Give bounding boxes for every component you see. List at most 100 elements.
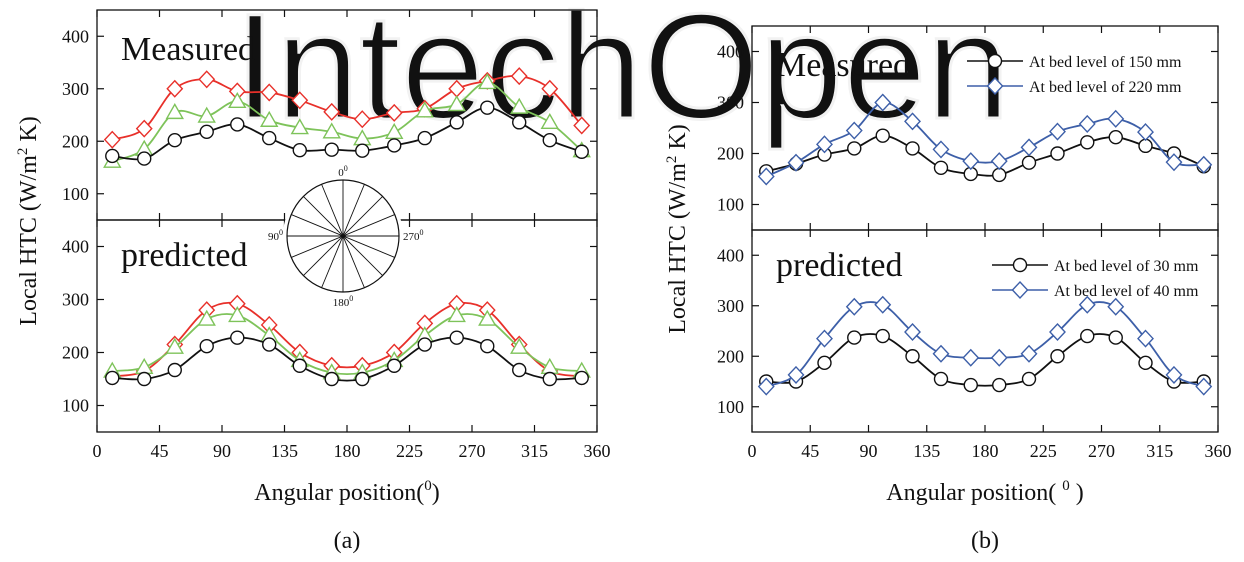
data-point	[932, 140, 950, 159]
data-point	[447, 95, 466, 112]
data-point	[199, 338, 214, 354]
dial-label-value: 180	[333, 297, 350, 309]
y-tick-label: 300	[717, 296, 744, 316]
legend-marker	[986, 76, 1004, 96]
data-point	[260, 83, 278, 102]
dial-label-value: 0	[338, 167, 344, 179]
series-line-0	[111, 74, 583, 141]
data-point	[992, 377, 1007, 393]
dial-label: 00	[338, 164, 348, 179]
data-point	[933, 160, 949, 175]
data-point	[1050, 146, 1065, 161]
data-point	[512, 362, 527, 378]
data-point	[874, 295, 892, 314]
data-point	[353, 110, 371, 129]
data-point	[137, 151, 152, 166]
data-point	[540, 357, 559, 375]
data-point	[962, 152, 980, 171]
data-point	[1080, 135, 1095, 150]
dial-label-degree: 0	[344, 164, 348, 173]
data-point	[292, 358, 307, 373]
y-tick-label: 400	[717, 42, 744, 62]
data-point	[417, 130, 432, 146]
data-point	[574, 144, 589, 159]
data-point	[1138, 138, 1153, 154]
y-tick-label: 200	[62, 131, 89, 151]
y-axis-label-text: Local HTC (W/m	[16, 155, 42, 326]
data-point	[757, 167, 775, 186]
x-axis-label-close: )	[432, 480, 440, 506]
data-point	[1165, 153, 1183, 172]
data-point	[165, 102, 184, 120]
data-point	[1049, 122, 1066, 141]
data-point	[260, 110, 279, 127]
data-point	[992, 167, 1007, 183]
data-point	[480, 338, 495, 354]
data-point	[323, 102, 341, 121]
data-point	[198, 70, 216, 89]
dial-label: 900	[268, 228, 283, 243]
y-tick-label: 100	[717, 195, 744, 215]
data-point	[105, 370, 120, 386]
data-point	[135, 119, 153, 138]
data-point	[449, 115, 464, 130]
y-axis-label-rest: K)	[16, 116, 42, 147]
y-tick-label: 400	[717, 245, 744, 265]
panel-caption: (b)	[971, 528, 999, 554]
data-point	[1021, 371, 1037, 387]
x-axis-label-text: Angular position(	[254, 480, 424, 506]
data-point	[385, 103, 403, 122]
x-tick-label: 360	[584, 441, 611, 461]
legend-marker	[1012, 257, 1028, 273]
data-point	[290, 118, 309, 135]
data-point	[540, 112, 559, 130]
data-point	[1021, 155, 1037, 170]
data-point	[1108, 330, 1123, 345]
data-point	[228, 305, 247, 323]
series-line-1	[765, 301, 1205, 388]
y-tick-label: 200	[717, 144, 744, 164]
data-point	[816, 329, 833, 348]
x-tick-label: 225	[1030, 441, 1057, 461]
x-tick-label: 360	[1205, 441, 1232, 461]
series-line-0	[112, 301, 582, 378]
y-tick-label: 400	[62, 26, 89, 46]
data-point	[817, 355, 832, 371]
data-point	[355, 143, 370, 158]
legend-label: At bed level of 220 mm	[1029, 79, 1182, 96]
chart-panel-b-top: 100 200 300 400 Measured At bed level of 150 …	[717, 25, 1219, 231]
y-tick-label: 100	[62, 396, 89, 416]
y-tick-label: 300	[62, 290, 89, 310]
data-point	[874, 93, 892, 112]
data-point	[135, 357, 154, 375]
data-point	[447, 305, 466, 323]
chart-panel-a-bottom: 100 200 300 400 0 45 90 135 180 225 270 315 360 predi…	[62, 219, 611, 461]
x-axis-label-degree: 0	[424, 478, 432, 494]
x-axis-label-close: )	[1070, 480, 1084, 506]
data-point	[542, 132, 557, 148]
data-point	[262, 130, 277, 146]
x-tick-label: 0	[93, 441, 102, 461]
panel-label: predicted	[121, 237, 248, 274]
data-point	[904, 322, 921, 342]
side-labels-a-top: Angular position(0)Local HTC (W/m2 K)(a)	[15, 116, 440, 554]
data-point	[904, 112, 921, 131]
chart-panel-a-top: 100 200 300 400 Measured	[62, 9, 598, 221]
data-point	[137, 371, 152, 387]
legend-label: At bed level of 150 mm	[1029, 54, 1182, 71]
data-point	[355, 371, 370, 387]
x-axis-label-degree: 0	[1062, 478, 1070, 494]
legend-marker	[1011, 280, 1029, 300]
y-axis-label-text: Local HTC (W/m	[665, 163, 691, 334]
data-point	[787, 153, 805, 172]
data-point	[292, 142, 307, 158]
data-point	[990, 348, 1008, 367]
data-point	[510, 97, 529, 114]
data-point	[1107, 297, 1125, 316]
data-point	[1107, 109, 1125, 128]
data-point	[875, 328, 890, 344]
data-point	[322, 122, 341, 139]
chart-panel-b-bottom: 100 200 300 400 0 45 90 135 180 225 270 315 360 predi…	[717, 229, 1232, 461]
